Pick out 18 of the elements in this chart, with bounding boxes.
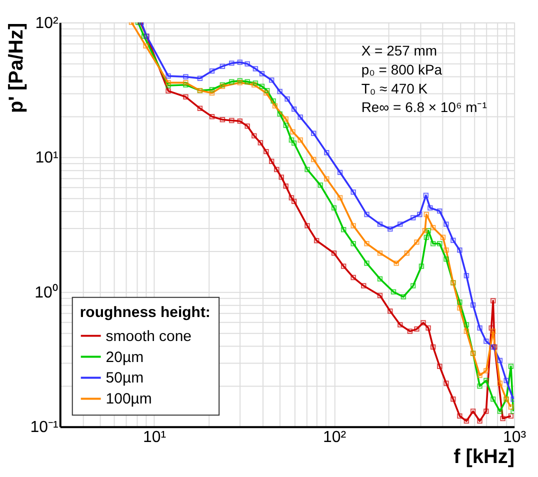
- x-tick-label: 10²: [322, 429, 347, 446]
- y-tick-label: 10⁰: [34, 283, 58, 302]
- annotation: X = 257 mm: [361, 42, 438, 58]
- legend-label: 20µm: [106, 348, 144, 366]
- annotation: Re∞ = 6.8 × 10⁶ m⁻¹: [361, 99, 488, 116]
- legend-label: 100µm: [106, 390, 152, 408]
- legend-label: smooth cone: [106, 328, 192, 345]
- y-axis-title: p' [Pa/Hz]: [5, 22, 28, 114]
- y-tick-label: 10⁻¹: [30, 419, 58, 436]
- y-tick-label: 10²: [35, 14, 60, 32]
- x-axis-title: f [kHz]: [454, 446, 515, 468]
- annotation: p₀ = 800 kPa: [361, 61, 442, 78]
- legend-label: 50µm: [106, 370, 144, 387]
- x-tick-label: 10³: [502, 429, 526, 446]
- x-tick-label: 10¹: [142, 429, 166, 446]
- annotation: T₀ ≈ 470 K: [361, 80, 428, 96]
- y-tick-label: 10¹: [35, 150, 58, 167]
- legend-title: roughness height:: [80, 304, 210, 321]
